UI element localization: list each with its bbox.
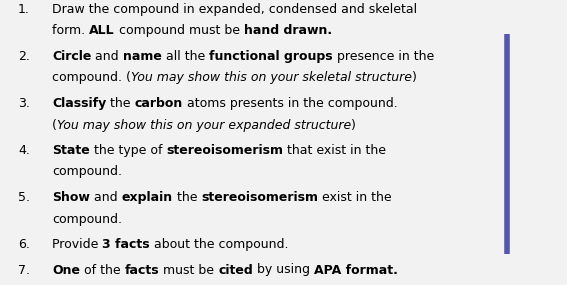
Text: the type of: the type of bbox=[90, 144, 166, 157]
Text: about the compound.: about the compound. bbox=[150, 238, 289, 251]
Text: 4.: 4. bbox=[18, 144, 30, 157]
Text: of the: of the bbox=[80, 264, 125, 276]
Text: functional groups: functional groups bbox=[209, 50, 333, 63]
Text: State: State bbox=[52, 144, 90, 157]
Text: 3 facts: 3 facts bbox=[103, 238, 150, 251]
Text: You may show this on your skeletal structure: You may show this on your skeletal struc… bbox=[131, 72, 412, 84]
Text: Provide: Provide bbox=[52, 238, 103, 251]
Text: and: and bbox=[90, 191, 121, 204]
Text: Draw the compound in expanded, condensed and skeletal: Draw the compound in expanded, condensed… bbox=[52, 3, 417, 16]
Text: 5.: 5. bbox=[18, 191, 30, 204]
Text: 6.: 6. bbox=[18, 238, 30, 251]
Text: 2.: 2. bbox=[18, 50, 30, 63]
Text: name: name bbox=[123, 50, 162, 63]
Text: 1.: 1. bbox=[18, 3, 30, 16]
Text: all the: all the bbox=[162, 50, 209, 63]
Text: by using: by using bbox=[253, 264, 314, 276]
Text: compound. (: compound. ( bbox=[52, 72, 131, 84]
Text: explain: explain bbox=[121, 191, 172, 204]
Text: hand drawn.: hand drawn. bbox=[244, 25, 332, 38]
Text: Classify: Classify bbox=[52, 97, 106, 110]
Text: stereoisomerism: stereoisomerism bbox=[201, 191, 318, 204]
Text: the: the bbox=[172, 191, 201, 204]
Text: ): ) bbox=[412, 72, 417, 84]
Text: the: the bbox=[106, 97, 135, 110]
Text: compound must be: compound must be bbox=[115, 25, 244, 38]
Text: You may show this on your expanded structure: You may show this on your expanded struc… bbox=[57, 119, 351, 131]
Text: must be: must be bbox=[159, 264, 218, 276]
Text: ): ) bbox=[351, 119, 356, 131]
Text: and: and bbox=[91, 50, 123, 63]
Text: form.: form. bbox=[52, 25, 89, 38]
Text: 7.: 7. bbox=[18, 264, 30, 276]
Text: facts: facts bbox=[125, 264, 159, 276]
Text: compound.: compound. bbox=[52, 166, 122, 178]
Text: presence in the: presence in the bbox=[333, 50, 434, 63]
Text: 3.: 3. bbox=[18, 97, 30, 110]
Text: that exist in the: that exist in the bbox=[284, 144, 386, 157]
Text: One: One bbox=[52, 264, 80, 276]
Text: (: ( bbox=[52, 119, 57, 131]
Text: APA format.: APA format. bbox=[314, 264, 398, 276]
Text: ALL: ALL bbox=[89, 25, 115, 38]
Text: carbon: carbon bbox=[135, 97, 183, 110]
Text: exist in the: exist in the bbox=[318, 191, 392, 204]
Text: atoms presents in the compound.: atoms presents in the compound. bbox=[183, 97, 397, 110]
Text: Show: Show bbox=[52, 191, 90, 204]
Text: compound.: compound. bbox=[52, 213, 122, 225]
Text: stereoisomerism: stereoisomerism bbox=[166, 144, 284, 157]
Text: cited: cited bbox=[218, 264, 253, 276]
Text: Circle: Circle bbox=[52, 50, 91, 63]
